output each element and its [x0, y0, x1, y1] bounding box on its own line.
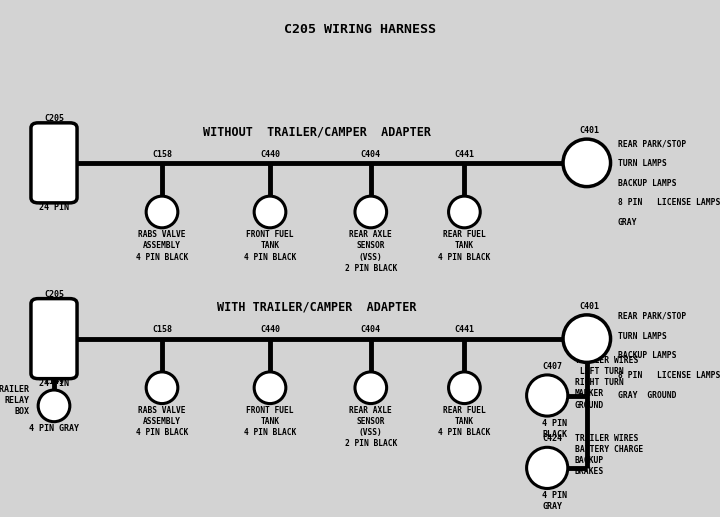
- Text: REAR PARK/STOP: REAR PARK/STOP: [618, 140, 686, 148]
- Ellipse shape: [38, 390, 70, 422]
- FancyBboxPatch shape: [31, 123, 77, 203]
- Text: C404: C404: [361, 150, 381, 159]
- Text: 24 PIN: 24 PIN: [39, 203, 69, 212]
- Text: 4 PIN GRAY: 4 PIN GRAY: [29, 424, 79, 433]
- Text: BACKUP LAMPS: BACKUP LAMPS: [618, 179, 676, 188]
- Text: C440: C440: [260, 326, 280, 334]
- Text: REAR AXLE
SENSOR
(VSS)
2 PIN BLACK: REAR AXLE SENSOR (VSS) 2 PIN BLACK: [345, 406, 397, 448]
- Text: C441: C441: [454, 326, 474, 334]
- Text: C158: C158: [152, 150, 172, 159]
- Ellipse shape: [563, 139, 611, 187]
- Ellipse shape: [449, 372, 480, 404]
- Text: RABS VALVE
ASSEMBLY
4 PIN BLACK: RABS VALVE ASSEMBLY 4 PIN BLACK: [136, 231, 188, 262]
- Text: RABS VALVE
ASSEMBLY
4 PIN BLACK: RABS VALVE ASSEMBLY 4 PIN BLACK: [136, 406, 188, 437]
- Text: 8 PIN   LICENSE LAMPS: 8 PIN LICENSE LAMPS: [618, 199, 720, 207]
- Text: C205 WIRING HARNESS: C205 WIRING HARNESS: [284, 23, 436, 36]
- Text: C205: C205: [44, 114, 64, 123]
- Ellipse shape: [355, 196, 387, 228]
- Text: TRAILER
RELAY
BOX: TRAILER RELAY BOX: [0, 385, 30, 416]
- Text: BACKUP LAMPS: BACKUP LAMPS: [618, 351, 676, 360]
- Text: WITH TRAILER/CAMPER  ADAPTER: WITH TRAILER/CAMPER ADAPTER: [217, 301, 417, 314]
- FancyBboxPatch shape: [31, 299, 77, 378]
- Text: REAR FUEL
TANK
4 PIN BLACK: REAR FUEL TANK 4 PIN BLACK: [438, 231, 490, 262]
- Ellipse shape: [526, 375, 568, 416]
- Text: TRAILER WIRES
 LEFT TURN
RIGHT TURN
MARKER
GROUND: TRAILER WIRES LEFT TURN RIGHT TURN MARKE…: [575, 356, 639, 409]
- Text: C401: C401: [579, 302, 599, 311]
- Text: C441: C441: [454, 150, 474, 159]
- Text: 24 PIN: 24 PIN: [39, 378, 69, 388]
- Text: C407: C407: [542, 362, 562, 371]
- Ellipse shape: [146, 372, 178, 404]
- Text: C158: C158: [152, 326, 172, 334]
- Text: 4 PIN
BLACK: 4 PIN BLACK: [542, 419, 567, 439]
- Text: C205: C205: [44, 290, 64, 299]
- Ellipse shape: [146, 196, 178, 228]
- Text: C404: C404: [361, 326, 381, 334]
- Text: FRONT FUEL
TANK
4 PIN BLACK: FRONT FUEL TANK 4 PIN BLACK: [244, 231, 296, 262]
- Text: GRAY  GROUND: GRAY GROUND: [618, 390, 676, 400]
- Ellipse shape: [254, 196, 286, 228]
- Ellipse shape: [526, 447, 568, 489]
- Ellipse shape: [563, 315, 611, 362]
- Ellipse shape: [254, 372, 286, 404]
- Text: REAR AXLE
SENSOR
(VSS)
2 PIN BLACK: REAR AXLE SENSOR (VSS) 2 PIN BLACK: [345, 231, 397, 272]
- Text: C401: C401: [579, 126, 599, 135]
- Text: TURN LAMPS: TURN LAMPS: [618, 159, 667, 168]
- Text: GRAY: GRAY: [618, 218, 637, 227]
- Ellipse shape: [355, 372, 387, 404]
- Text: WITHOUT  TRAILER/CAMPER  ADAPTER: WITHOUT TRAILER/CAMPER ADAPTER: [203, 125, 431, 138]
- Text: FRONT FUEL
TANK
4 PIN BLACK: FRONT FUEL TANK 4 PIN BLACK: [244, 406, 296, 437]
- Text: REAR PARK/STOP: REAR PARK/STOP: [618, 312, 686, 321]
- Text: C440: C440: [260, 150, 280, 159]
- Text: TURN LAMPS: TURN LAMPS: [618, 331, 667, 341]
- Text: C149: C149: [44, 377, 64, 386]
- Text: C424: C424: [542, 434, 562, 443]
- Text: 8 PIN   LICENSE LAMPS: 8 PIN LICENSE LAMPS: [618, 371, 720, 380]
- Text: 4 PIN
GRAY: 4 PIN GRAY: [542, 491, 567, 511]
- Ellipse shape: [449, 196, 480, 228]
- Text: TRAILER WIRES
BATTERY CHARGE
BACKUP
BRAKES: TRAILER WIRES BATTERY CHARGE BACKUP BRAK…: [575, 434, 643, 476]
- Text: REAR FUEL
TANK
4 PIN BLACK: REAR FUEL TANK 4 PIN BLACK: [438, 406, 490, 437]
